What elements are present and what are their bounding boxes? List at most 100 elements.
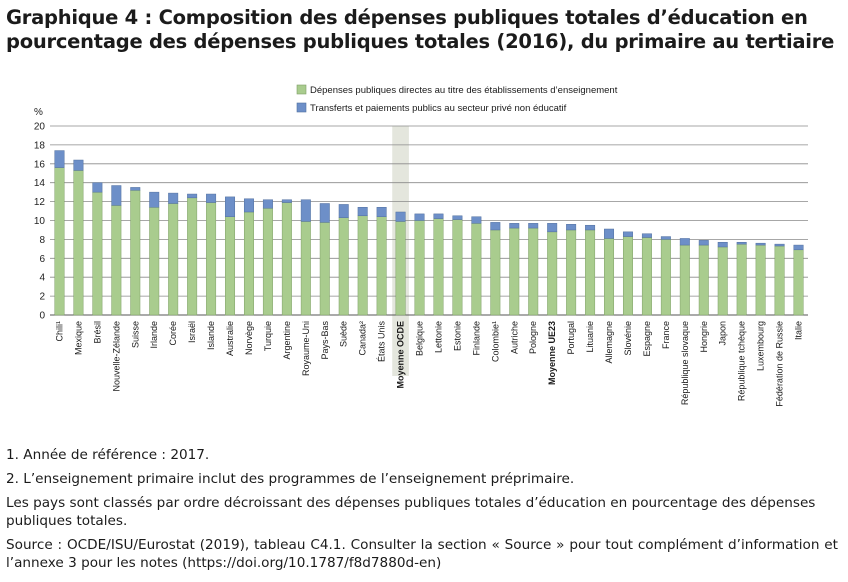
bar-transfers [433,213,444,219]
y-tick-label: 2 [39,292,45,303]
bar-transfers [300,199,311,222]
bar-direct [736,243,747,316]
bar-transfers [187,193,198,199]
bar-transfers [660,236,671,240]
bar-transfers [54,150,65,168]
x-tick-label: Norvège [244,321,254,355]
x-tick-label: Lituanie [585,321,595,353]
y-tick-label: 6 [39,254,45,265]
x-tick-label: Suède [339,321,349,347]
x-tick-label: Portugal [566,321,576,355]
x-tick-label: Pologne [528,321,538,354]
legend-label: Transferts et paiements publics au secte… [310,103,567,114]
x-tick-label: Finlande [471,321,481,356]
bar-direct [509,227,520,316]
ordering-note: Les pays sont classés par ordre décroiss… [6,495,816,529]
bar-direct [206,202,217,316]
y-tick-label: 8 [39,235,45,246]
bar-transfers [622,231,633,237]
bar-transfers [319,203,330,223]
x-tick-label: Estonie [452,321,462,351]
x-tick-label: Corée [168,321,178,346]
bar-direct [717,246,728,316]
x-tick-label: Argentine [282,321,292,360]
bar-direct [319,222,330,316]
bar-direct [414,220,425,316]
bar-transfers [262,199,273,209]
y-tick-label: 16 [34,159,46,170]
bar-direct [281,202,292,316]
bar-direct [793,249,804,316]
x-tick-label: Israël [187,321,197,343]
bar-transfers [243,198,254,213]
y-tick-label: 14 [34,178,46,189]
footnote-2: 2. L’enseignement primaire inclut des pr… [6,471,575,487]
x-tick-label: Chili¹ [54,321,64,342]
bar-transfers [73,159,84,171]
x-tick-label: Brésil [92,321,102,344]
bar-direct [111,205,122,316]
bar-direct [300,221,311,316]
bar-direct [149,207,160,316]
y-axis-label: % [34,107,43,118]
bar-transfers [698,240,709,246]
bar-direct [622,236,633,316]
x-tick-label: Irlande [149,321,159,349]
y-tick-label: 0 [39,311,45,322]
bar-direct [262,207,273,316]
bar-transfers [679,238,690,246]
x-tick-label: Moyenne OCDE [396,321,406,389]
notes-section: 1. Année de référence : 2017. 2. L’ensei… [6,446,838,572]
x-tick-label: Suisse [130,321,140,348]
bar-direct [547,231,558,316]
bar-direct [774,245,785,316]
bar-direct [92,191,103,316]
bar-direct [641,237,652,316]
bar-transfers [566,224,577,231]
bar-direct [338,217,349,316]
x-tick-label: Allemagne [604,321,614,364]
x-tick-label: Espagne [642,321,652,357]
source-note: Source : OCDE/ISU/Eurostat (2019), table… [6,537,838,571]
bar-transfers [528,223,539,229]
bar-direct [660,239,671,316]
bar-transfers [736,241,747,245]
bar-direct [73,170,84,316]
x-tick-label: Italie [794,321,804,340]
legend-swatch [296,102,307,113]
bar-direct [585,229,596,316]
bar-transfers [281,199,292,203]
bar-direct [376,216,387,316]
bar-transfers [471,216,482,224]
bar-direct [54,167,65,316]
bar-transfers [357,207,368,217]
bar-direct [168,203,179,316]
x-tick-label: Pays-Bas [320,321,330,360]
bar-transfers [547,223,558,233]
x-tick-label: Turquie [263,321,273,351]
chart-title: Graphique 4 : Composition des dépenses p… [6,6,835,53]
bar-transfers [130,187,141,191]
x-tick-label: Canada² [358,321,368,356]
x-tick-label: Autriche [509,321,519,354]
y-tick-label: 18 [34,140,46,151]
stacked-bar-chart: 0 2 4 6 8 10 12 14 16 18 20% Chili¹ Mexique Brésil Nou… [34,84,808,407]
bar-transfers [604,228,615,239]
bar-transfers [225,196,236,217]
x-tick-label: États Unis [377,321,387,363]
bar-direct [755,244,766,316]
bar-direct [130,190,141,316]
bar-direct [528,227,539,316]
x-tick-label: Moyenne UE23 [547,321,557,385]
bar-direct [679,244,690,316]
bar-direct [698,244,709,316]
bar-transfers [395,211,406,222]
x-tick-label: Luxembourg [756,321,766,371]
x-tick-label: Japon [718,321,728,346]
y-tick-label: 12 [34,197,46,208]
bar-direct [433,218,444,316]
x-tick-label: Australie [225,321,235,356]
x-tick-label: France [661,321,671,349]
bar-transfers [641,233,652,238]
x-tick-label: Hongrie [699,321,709,353]
